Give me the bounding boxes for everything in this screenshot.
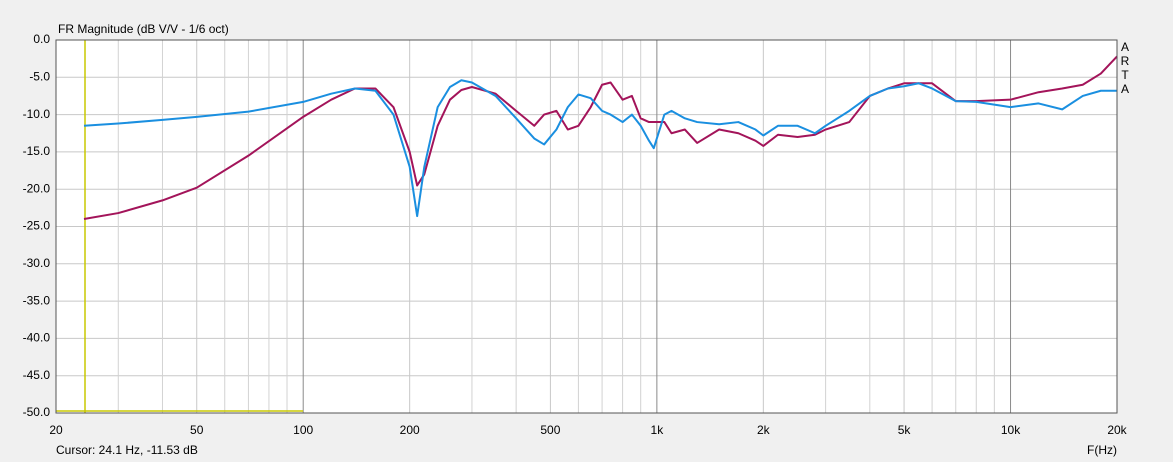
- x-axis-label: F(Hz): [1087, 443, 1117, 457]
- x-tick-label: 200: [400, 423, 420, 437]
- x-tick-label: 2k: [757, 423, 771, 437]
- y-tick-label: -40.0: [23, 331, 51, 345]
- x-tick-label: 100: [293, 423, 313, 437]
- x-tick-label: 50: [190, 423, 204, 437]
- plot-border: [55, 39, 1118, 414]
- x-tick-label: 20k: [1107, 423, 1127, 437]
- x-tick-label: 10k: [1001, 423, 1021, 437]
- chart-title: FR Magnitude (dB V/V - 1/6 oct): [58, 22, 229, 36]
- series-line: [83, 55, 1118, 221]
- series-line: [83, 79, 1117, 218]
- x-tick-label: 500: [540, 423, 560, 437]
- x-tick-label: 1k: [651, 423, 665, 437]
- y-tick-label: 0.0: [33, 32, 50, 46]
- x-tick-label: 20: [49, 423, 63, 437]
- y-tick-label: -35.0: [23, 293, 51, 307]
- y-tick-label: -10.0: [23, 107, 51, 121]
- y-tick-label: -45.0: [23, 368, 51, 382]
- x-tick-label: 5k: [898, 423, 912, 437]
- cursor-readout: Cursor: 24.1 Hz, -11.53 dB: [56, 443, 198, 457]
- y-tick-label: -25.0: [23, 219, 51, 233]
- y-tick-label: -5.0: [29, 69, 50, 83]
- y-tick-label: -50.0: [23, 405, 51, 419]
- y-tick-label: -20.0: [23, 181, 51, 195]
- y-tick-label: -30.0: [23, 256, 51, 270]
- lines: [83, 55, 1118, 221]
- watermark: ARTA: [1120, 40, 1130, 96]
- y-tick-label: -15.0: [23, 144, 51, 158]
